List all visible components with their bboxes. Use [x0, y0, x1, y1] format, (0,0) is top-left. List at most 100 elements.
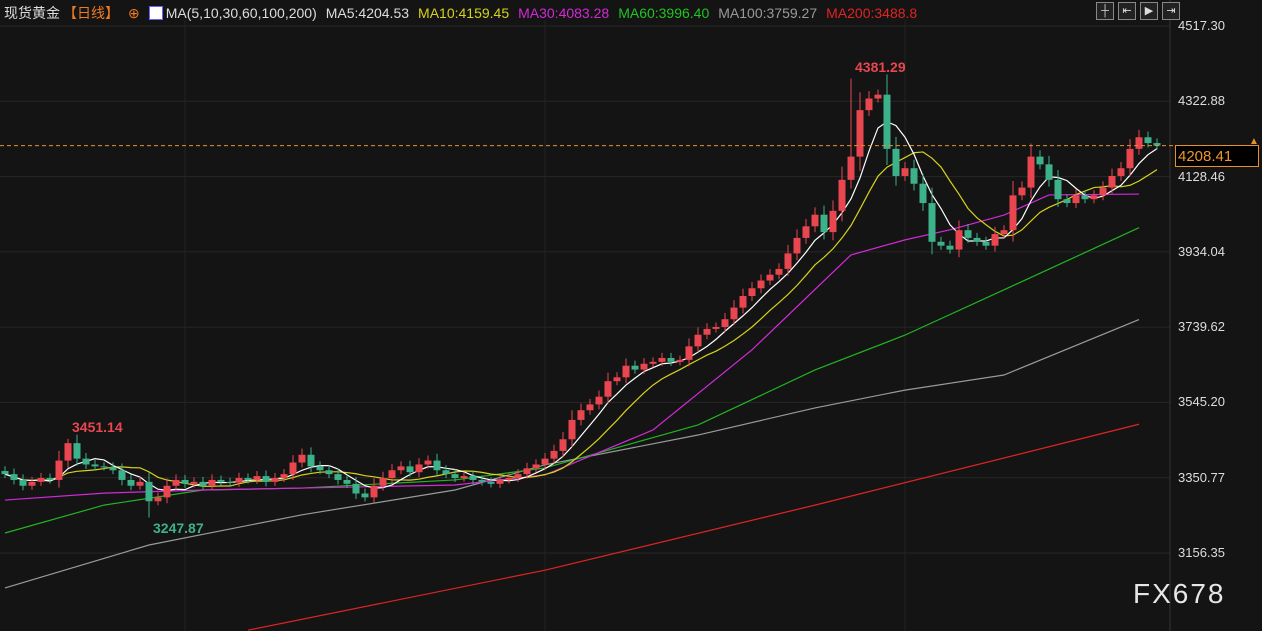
candle-body [874, 94, 882, 99]
candle-body [190, 481, 198, 484]
candle-body [289, 462, 297, 475]
candle-body [613, 377, 621, 382]
candle-body [991, 234, 999, 246]
candle-body [658, 357, 666, 362]
candle [757, 274, 765, 294]
exit-icon[interactable]: ⇥ [1162, 2, 1180, 20]
candle-body [1045, 164, 1053, 180]
candle [784, 244, 792, 276]
add-icon[interactable]: ⊕ [128, 4, 140, 21]
candle [1000, 225, 1008, 239]
candle-body [145, 481, 153, 502]
candle-body [1126, 148, 1134, 169]
candle-body [577, 410, 585, 420]
candle [577, 403, 585, 426]
candle [469, 471, 477, 484]
candle [982, 236, 990, 250]
candle-body [91, 464, 99, 467]
candle [928, 187, 936, 255]
candle [460, 471, 468, 482]
candle-body [46, 478, 54, 480]
candle-body [685, 346, 693, 360]
candle-body [217, 479, 225, 482]
candle-body [631, 365, 639, 370]
candle [613, 372, 621, 386]
candle-body [586, 404, 594, 411]
ma30-line [4, 193, 1140, 501]
candle [37, 472, 45, 486]
candle [1081, 190, 1089, 204]
candle [199, 476, 207, 490]
candle [82, 453, 90, 469]
crosshair-icon[interactable]: ┼ [1096, 2, 1114, 20]
symbol-name: 现货黄金 [4, 5, 60, 21]
candle-body [379, 478, 387, 486]
period-selector[interactable]: 【日线】 [63, 5, 119, 21]
candle-body [442, 470, 450, 475]
candle-body [334, 474, 342, 480]
play-icon[interactable]: ▶ [1140, 2, 1158, 20]
candle-body [37, 478, 45, 482]
candle-body [919, 183, 927, 204]
candle [118, 463, 126, 486]
jump-start-icon[interactable]: ⇤ [1118, 2, 1136, 20]
candle-body [1135, 137, 1143, 149]
indicator-icon[interactable] [148, 6, 163, 20]
candle [964, 223, 972, 243]
ma100-line [4, 318, 1140, 589]
y-tick-label: 3739.62 [1178, 319, 1225, 335]
candle [604, 372, 612, 404]
candle [649, 357, 657, 368]
candle [640, 358, 648, 375]
candle [388, 464, 396, 483]
candle-body [946, 245, 954, 250]
candle [514, 469, 522, 483]
candle-body [235, 478, 243, 483]
candle-body [370, 485, 378, 498]
candle-body [739, 296, 747, 308]
candle-body [910, 168, 918, 184]
y-tick-label: 4517.30 [1178, 18, 1225, 33]
candle [694, 327, 702, 353]
ma100-value: MA100:3759.27 [718, 5, 818, 21]
candle [802, 218, 810, 244]
candle-body [1009, 195, 1017, 231]
candle [361, 488, 369, 502]
candle [1063, 194, 1071, 208]
candle-body [784, 253, 792, 269]
candle [865, 91, 873, 117]
candle-body [676, 359, 684, 362]
candle-body [838, 179, 846, 211]
candle [1117, 162, 1125, 181]
candle [766, 269, 774, 286]
candle-body [883, 94, 891, 149]
candle [883, 74, 891, 165]
candle [244, 473, 252, 484]
price-annotation: 3247.87 [153, 519, 204, 536]
watermark: FX678 [1133, 578, 1226, 609]
price-marker-icon: ▲ [1249, 136, 1259, 147]
ma60-value: MA60:3996.40 [618, 5, 710, 21]
candle [55, 450, 63, 488]
candle [145, 472, 153, 518]
moving-average-lines [4, 121, 1158, 631]
candle [10, 468, 18, 485]
candle [73, 434, 81, 466]
y-tick-label: 3934.04 [1178, 243, 1225, 259]
candle [973, 232, 981, 246]
candle-body [541, 458, 549, 465]
candle-body [1063, 199, 1071, 204]
indicator-name[interactable]: MA(5,10,30,60,100,200) [165, 5, 317, 21]
candle-body [280, 474, 288, 479]
toolbar: ┼ ⇤ ▶ ⇥ [1096, 2, 1180, 20]
candle [685, 338, 693, 367]
candle [343, 474, 351, 488]
candle-body [10, 474, 18, 480]
candle [847, 78, 855, 189]
candle [28, 476, 36, 490]
candle-body [28, 481, 36, 486]
candle-body [154, 497, 162, 502]
candle-body [424, 460, 432, 465]
candle [1054, 170, 1062, 207]
